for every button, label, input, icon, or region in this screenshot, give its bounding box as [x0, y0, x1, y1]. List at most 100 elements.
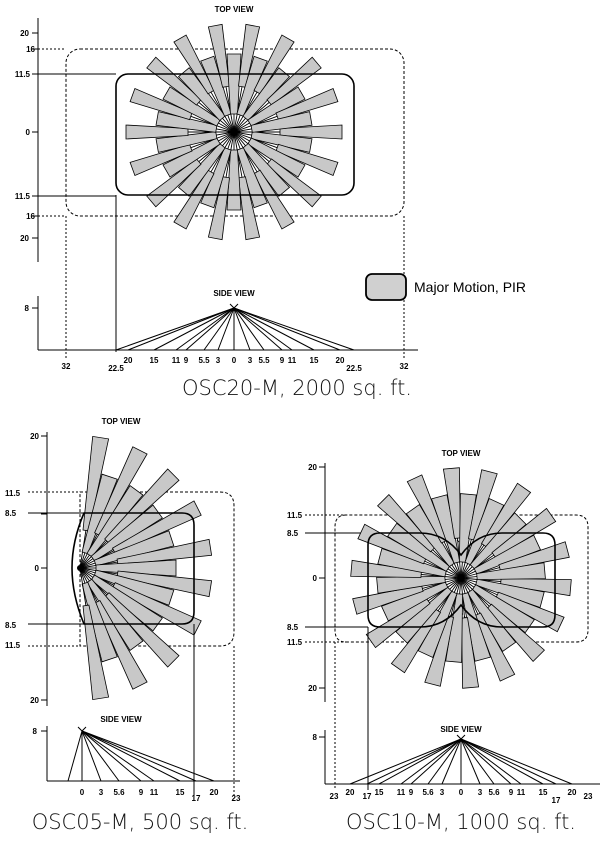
- osc10-y-tick: 11.5: [287, 511, 303, 520]
- osc05-y-tick: 11.5: [5, 489, 21, 498]
- osc10-detection-petal: [486, 603, 545, 662]
- osc20-side-ray: [233, 307, 265, 351]
- osc20-x-tick: 0: [232, 356, 237, 365]
- osc20-x-tick: 11: [288, 356, 297, 365]
- osc10-x-tick: 9: [509, 788, 514, 797]
- osc20-side-ray: [175, 307, 235, 351]
- osc20-detection-petal: [253, 34, 295, 95]
- osc05-caption: OSC05-M, 500 sq. ft.: [32, 810, 249, 834]
- osc05-side-fan: [67, 726, 215, 782]
- osc10-detection-petal: [352, 585, 424, 615]
- osc20-x-tick: 3: [216, 356, 221, 365]
- legend-label: Major Motion, PIR: [414, 279, 526, 295]
- osc10-detection-petal: [476, 562, 546, 581]
- osc05-detection-petal: [82, 435, 110, 532]
- osc20-detection-petal: [238, 23, 261, 88]
- osc05-side-ray: [81, 730, 181, 782]
- osc10-side-ray: [427, 738, 462, 785]
- osc05-x-tick: 5.6: [113, 788, 125, 797]
- osc05-minor-motion-outline: [79, 491, 235, 647]
- osc10-x-tick: 15: [375, 788, 384, 797]
- osc10-x-tick: 15: [539, 788, 548, 797]
- osc10-side-ray: [366, 738, 462, 785]
- osc10-x-tick: 17: [552, 796, 561, 805]
- osc10-x-tick: 5.6: [488, 788, 500, 797]
- osc10-x-tick: 20: [346, 788, 355, 797]
- osc10-side-ray: [460, 738, 512, 785]
- osc10-side-ray: [441, 738, 462, 785]
- osc10-side-fan: [349, 734, 573, 785]
- osc20-side-ray: [153, 307, 235, 351]
- osc10-detection-petal: [468, 469, 498, 541]
- osc20-side-y-tick: 8: [25, 304, 30, 313]
- osc10-x-tick: 3: [478, 788, 483, 797]
- osc20-minor-motion-outline: [65, 48, 405, 217]
- osc20-x-ticks: 32 22.5 20 15 11 9 5.5 3 0 3 5.5 9 11 15…: [62, 356, 409, 373]
- osc05-side-ray: [81, 730, 155, 782]
- osc05-y-tick: 11.5: [5, 641, 21, 650]
- osc20-side-ray: [233, 307, 251, 351]
- osc05-diagram: TOP VIEW 20 11.5 8.5 0 8.5 11.5 20 SIDE …: [5, 417, 248, 834]
- osc20-x-tick: 9: [280, 356, 285, 365]
- osc05-x-tick: 0: [80, 788, 85, 797]
- osc20-side-ray: [115, 307, 235, 351]
- osc10-detection-petal: [424, 615, 454, 687]
- osc10-x-tick: 20: [568, 788, 577, 797]
- osc10-side-ray: [460, 738, 522, 785]
- osc20-major-motion-outline: [115, 73, 355, 196]
- osc05-y-tick: 8.5: [5, 509, 17, 518]
- osc10-x-tick: 0: [459, 788, 464, 797]
- osc20-side-ray: [233, 307, 283, 351]
- osc20-side-ray: [233, 307, 315, 351]
- legend-swatch: [365, 273, 407, 301]
- osc20-petal-burst: [125, 23, 343, 241]
- osc05-x-tick: 15: [176, 788, 185, 797]
- osc20-detection-petal: [146, 56, 202, 106]
- osc05-x-tick: 23: [232, 794, 241, 803]
- osc10-top-view-title: TOP VIEW: [442, 449, 481, 458]
- osc20-x-tick: 22.5: [108, 364, 124, 373]
- osc20-detection-petal: [173, 169, 215, 230]
- osc05-y-tick: 20: [30, 696, 39, 705]
- osc10-side-ray: [460, 738, 544, 785]
- osc10-detection-petal: [498, 541, 570, 571]
- osc05-detection-petal: [111, 500, 202, 554]
- osc10-detection-petal: [480, 482, 532, 548]
- osc05-y-tick: 20: [30, 432, 39, 441]
- osc20-caption: OSC20-M, 2000 sq. ft.: [182, 376, 412, 400]
- osc20-sensor-center: [230, 128, 238, 136]
- osc05-side-sensor-mark: [77, 726, 87, 732]
- osc20-detection-petal: [266, 56, 322, 106]
- osc10-detection-petal: [442, 467, 461, 539]
- osc20-side-view-title: SIDE VIEW: [213, 289, 255, 298]
- osc05-y-tick: 0: [35, 564, 40, 573]
- osc20-top-view-title: TOP VIEW: [215, 5, 254, 14]
- osc10-detection-petal: [474, 612, 516, 682]
- osc10-y-tick: 20: [308, 684, 317, 693]
- osc10-detection-petal: [461, 617, 480, 689]
- osc05-detection-petal: [94, 599, 148, 690]
- osc20-side-ray: [233, 307, 341, 351]
- osc10-major-motion-outline: [367, 532, 556, 628]
- osc20-side-ray: [217, 307, 235, 351]
- osc10-side-ray: [349, 738, 462, 785]
- osc10-detection-petal: [500, 578, 572, 597]
- osc20-side-fan: [115, 303, 355, 351]
- osc10-side-ray: [460, 738, 495, 785]
- osc10-x-tick: 11: [517, 788, 526, 797]
- osc20-x-tick: 20: [336, 356, 345, 365]
- osc10-side-ray: [460, 738, 557, 785]
- osc20-x-tick: 11: [172, 356, 181, 365]
- osc05-sensor-center: [77, 565, 83, 571]
- osc10-sensor-center: [457, 574, 465, 582]
- osc20-side-ray: [203, 307, 235, 351]
- osc20-x-tick: 20: [124, 356, 133, 365]
- osc05-x-tick: 9: [139, 788, 144, 797]
- osc10-detection-petal: [406, 474, 448, 544]
- osc10-x-tick: 17: [363, 792, 372, 801]
- osc05-side-ray: [67, 730, 83, 782]
- osc10-caption: OSC10-M, 1000 sq. ft.: [346, 810, 576, 834]
- osc05-detection-petal: [116, 538, 213, 566]
- osc05-side-y-tick: 8: [33, 727, 38, 736]
